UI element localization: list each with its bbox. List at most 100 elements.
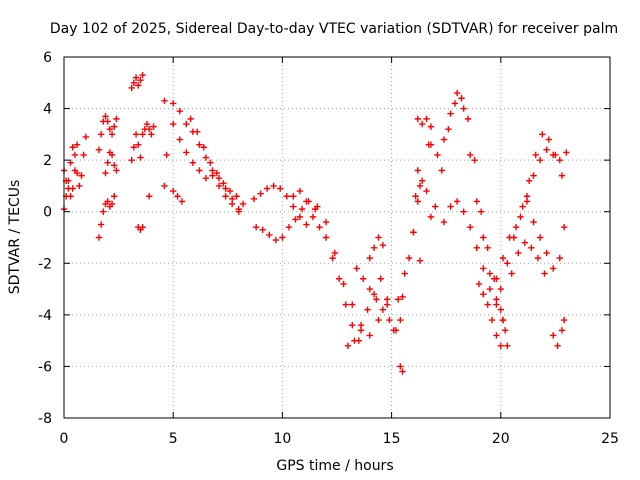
data-point <box>82 133 90 141</box>
data-point <box>342 301 349 308</box>
data-point <box>370 291 378 298</box>
data-point <box>427 213 435 221</box>
data-point <box>366 254 373 262</box>
data-point <box>405 254 413 262</box>
data-point <box>370 244 378 252</box>
data-point <box>530 218 537 226</box>
x-tick-label: 0 <box>60 431 69 447</box>
data-point <box>252 223 260 231</box>
data-point <box>130 79 138 86</box>
series-arc-k <box>170 120 242 215</box>
data-point <box>508 270 515 277</box>
data-point <box>418 177 426 184</box>
series-arc-p <box>290 187 363 344</box>
data-point <box>528 244 535 252</box>
x-tick-label: 20 <box>492 431 510 447</box>
data-point <box>163 151 170 159</box>
data-point <box>139 223 146 231</box>
data-point <box>161 97 168 105</box>
data-point <box>366 332 373 339</box>
data-point <box>506 234 513 241</box>
data-point <box>394 296 402 303</box>
data-point <box>213 169 221 177</box>
data-point <box>189 159 197 166</box>
data-point <box>534 254 542 262</box>
data-point <box>314 203 321 210</box>
data-point <box>416 182 424 190</box>
series-arc-d <box>95 113 120 154</box>
series-arc-r <box>344 275 397 349</box>
data-point <box>145 193 153 200</box>
data-point <box>239 200 247 208</box>
data-point <box>493 275 500 282</box>
data-point <box>331 249 339 257</box>
data-point <box>95 234 103 241</box>
data-point <box>473 244 480 252</box>
data-point <box>545 136 553 143</box>
data-point <box>170 100 177 107</box>
y-tick-label: 6 <box>43 50 52 66</box>
data-point <box>335 275 343 282</box>
data-point <box>183 120 190 128</box>
data-point <box>228 200 236 208</box>
series-isolated <box>145 97 432 375</box>
data-point <box>111 193 118 200</box>
data-point <box>80 151 87 159</box>
data-point <box>375 234 382 241</box>
data-point <box>97 221 105 228</box>
data-point <box>377 275 384 282</box>
data-point <box>104 159 111 166</box>
series-arc-aa <box>440 198 507 324</box>
series-arc-l <box>187 115 247 208</box>
data-point <box>108 200 116 208</box>
data-point <box>296 213 304 221</box>
data-point <box>379 242 387 249</box>
data-point <box>349 301 356 308</box>
data-point <box>128 156 135 164</box>
y-tick-label: 2 <box>43 153 52 169</box>
data-point <box>416 257 424 264</box>
data-point <box>467 151 474 159</box>
data-point <box>222 185 229 192</box>
data-point <box>532 151 539 159</box>
data-point <box>100 208 107 215</box>
data-point <box>473 198 480 205</box>
series-arc-q <box>314 203 391 339</box>
data-point <box>104 198 111 205</box>
data-point <box>145 126 153 133</box>
data-point <box>414 115 422 123</box>
data-point <box>434 151 441 159</box>
data-point <box>69 185 76 192</box>
data-point <box>451 100 459 107</box>
plot-frame <box>63 56 611 419</box>
data-point <box>453 89 461 97</box>
series-arc-v <box>401 177 435 277</box>
data-point <box>499 316 507 324</box>
data-point <box>386 316 393 324</box>
data-point <box>447 203 454 210</box>
data-point <box>200 144 207 151</box>
data-point <box>556 254 563 262</box>
data-point <box>194 128 201 135</box>
data-point <box>453 198 461 205</box>
data-point <box>560 223 568 231</box>
x-tick-label: 5 <box>169 431 178 447</box>
data-point <box>161 182 168 190</box>
series-arc-n <box>250 182 310 228</box>
data-point <box>523 198 531 205</box>
data-point <box>303 198 310 205</box>
data-point <box>233 193 240 200</box>
series-arc-f <box>128 71 146 92</box>
data-point <box>504 342 511 349</box>
data-point <box>366 285 373 293</box>
series-arc-y <box>427 89 507 324</box>
data-point <box>488 316 496 324</box>
data-point <box>263 185 271 192</box>
data-point <box>525 177 533 184</box>
data-point <box>102 113 109 120</box>
data-point <box>67 159 74 166</box>
data-point <box>497 342 504 349</box>
data-point <box>521 239 529 246</box>
